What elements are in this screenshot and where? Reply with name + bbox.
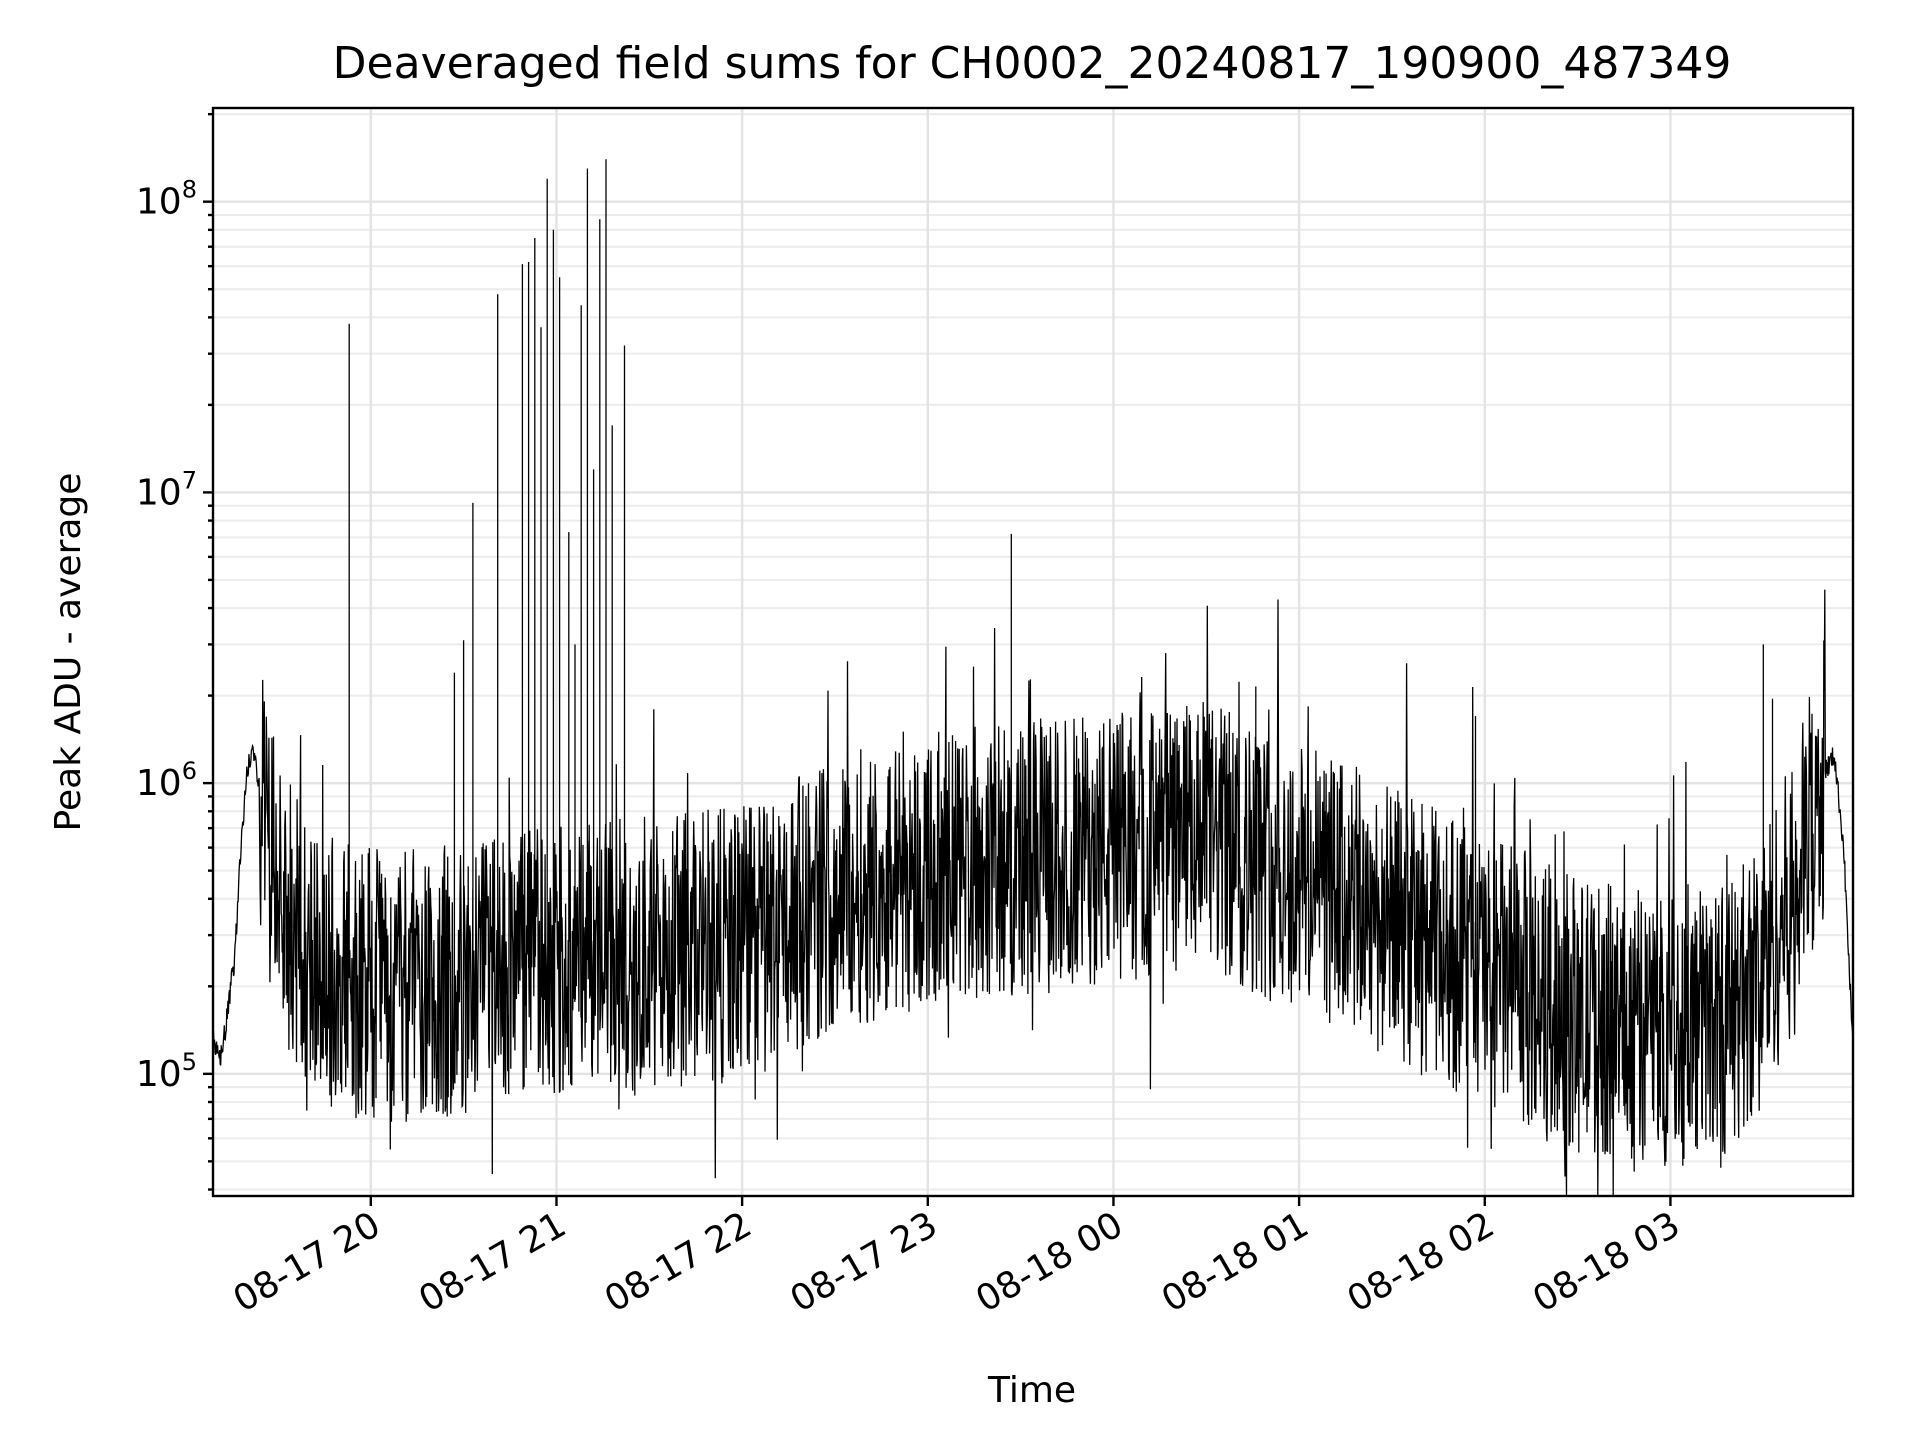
- chart-title: Deaveraged field sums for CH0002_2024081…: [333, 38, 1732, 89]
- y-tick-label: 105: [136, 1048, 197, 1095]
- y-tick-label: 106: [136, 757, 197, 804]
- y-tick-label: 108: [136, 176, 197, 223]
- x-axis-label: Time: [987, 1370, 1076, 1411]
- axis-ticks: [203, 112, 1672, 1206]
- series-line: [212, 159, 1854, 1197]
- y-tick-labels: 105 106 107 108: [136, 176, 197, 1095]
- data-trace: [212, 159, 1854, 1197]
- plot-frame: [211, 106, 1855, 1198]
- y-tick-label: 107: [136, 466, 197, 513]
- y-axis-label: Peak ADU - average: [48, 473, 89, 832]
